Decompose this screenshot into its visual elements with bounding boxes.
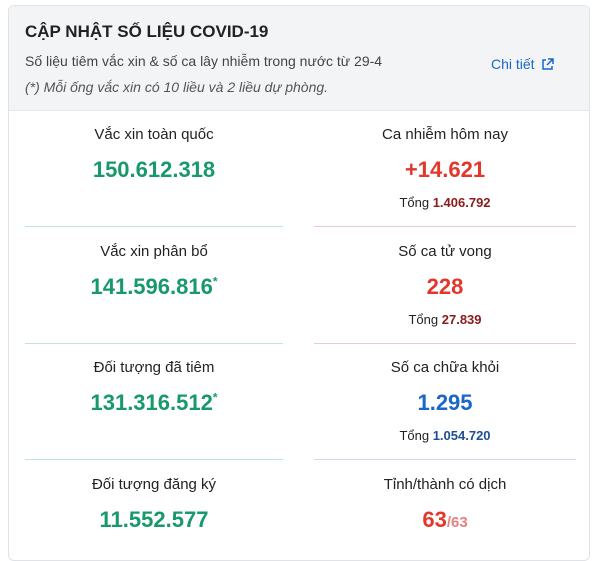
stat-value: 1.295	[417, 390, 473, 415]
stat-infected-today: Ca nhiễm hôm nay +14.621 Tổng 1.406.792	[314, 126, 576, 210]
stat-label: Đối tượng đã tiêm	[93, 359, 215, 376]
detail-link[interactable]: Chi tiết	[491, 56, 554, 72]
stat-vaccine-national: Vắc xin toàn quốc 150.612.318	[25, 126, 283, 183]
divider	[314, 226, 576, 227]
stat-value: 150.612.318	[92, 157, 216, 182]
external-link-icon	[541, 57, 554, 70]
stat-registered: Đối tượng đăng ký 11.552.577	[25, 476, 283, 533]
stat-vaccinated: Đối tượng đã tiêm 131.316.512*	[25, 359, 283, 416]
card-header: CẬP NHẬT SỐ LIỆU COVID-19 Số liệu tiêm v…	[9, 6, 589, 111]
stat-label: Tỉnh/thành có dịch	[383, 476, 507, 493]
divider	[25, 343, 283, 344]
detail-link-label: Chi tiết	[491, 56, 535, 72]
stat-value: 228	[426, 274, 464, 299]
divider	[314, 343, 576, 344]
stat-label: Ca nhiễm hôm nay	[382, 126, 508, 143]
stat-value: +14.621	[404, 157, 486, 182]
stat-value: 63/63	[422, 507, 468, 532]
stat-provinces: Tỉnh/thành có dịch 63/63	[314, 476, 576, 533]
vaccine-note: (*) Mỗi ống vắc xin có 10 liều và 2 liều…	[25, 79, 329, 95]
stat-label: Vắc xin toàn quốc	[94, 126, 214, 143]
card-title: CẬP NHẬT SỐ LIỆU COVID-19	[25, 22, 269, 41]
stat-total: Tổng 27.839	[408, 312, 482, 327]
stat-label: Số ca chữa khỏi	[390, 359, 500, 376]
stat-recovered: Số ca chữa khỏi 1.295 Tổng 1.054.720	[314, 359, 576, 443]
stat-label: Số ca tử vong	[398, 243, 492, 260]
stat-deaths: Số ca tử vong 228 Tổng 27.839	[314, 243, 576, 327]
stat-total: Tổng 1.054.720	[399, 428, 491, 443]
divider	[25, 226, 283, 227]
stat-vaccine-allocated: Vắc xin phân bổ 141.596.816*	[25, 243, 283, 300]
stat-total: Tổng 1.406.792	[399, 195, 491, 210]
divider	[25, 459, 283, 460]
stat-value: 141.596.816*	[90, 274, 218, 299]
card-subtitle: Số liệu tiêm vắc xin & số ca lây nhiễm t…	[25, 53, 383, 69]
divider	[314, 459, 576, 460]
stat-label: Đối tượng đăng ký	[91, 476, 217, 493]
stat-value: 11.552.577	[99, 507, 209, 532]
stat-label: Vắc xin phân bổ	[100, 243, 208, 260]
covid-stats-card: CẬP NHẬT SỐ LIỆU COVID-19 Số liệu tiêm v…	[8, 5, 590, 561]
stat-value: 131.316.512*	[90, 390, 218, 415]
